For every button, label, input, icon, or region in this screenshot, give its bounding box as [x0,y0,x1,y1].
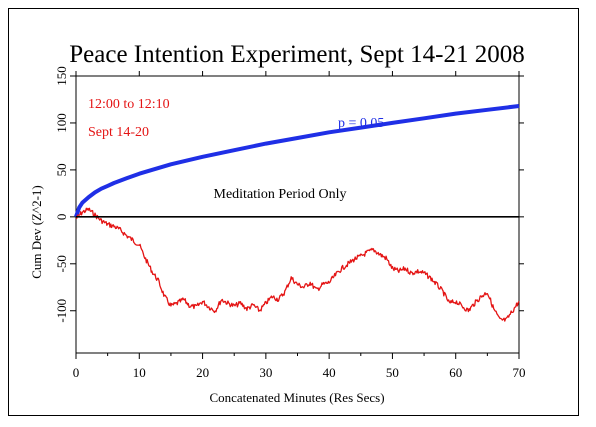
x-tick-label: 70 [513,365,526,380]
annotation-meditation: Meditation Period Only [214,187,347,202]
x-tick-label: 60 [449,365,462,380]
y-tick-label: 0 [54,214,69,221]
series-layer [74,104,520,322]
y-tick-label: 150 [54,66,69,86]
y-tick-label: 100 [54,113,69,133]
annotation-time-window: 12:00 to 12:10 [88,97,170,112]
y-tick-label: -50 [54,255,69,272]
x-tick-label: 30 [259,365,272,380]
x-axis-label: Concatenated Minutes (Res Secs) [209,390,384,405]
y-tick-label: -100 [54,299,69,323]
x-tick-label: 10 [133,365,146,380]
x-tick-label: 50 [386,365,399,380]
series-cumulative-deviation [75,207,520,322]
plot-area [75,75,520,354]
axes: 0 10 20 30 40 50 60 70 -100 -50 0 50 100 150 [54,66,526,380]
chart-title: Peace Intention Experiment, Sept 14-21 2… [69,41,524,68]
x-tick-label: 40 [323,365,336,380]
annotation-dates: Sept 14-20 [88,125,149,140]
annotation-p-value: p = 0.05 [338,116,384,131]
chart-frame [8,8,579,416]
series-significance-envelope [74,104,520,218]
y-axis-label: Cum Dev (Z^2-1) [29,185,44,278]
x-tick-label: 20 [196,365,209,380]
y-tick-label: 50 [54,163,69,176]
x-tick-label: 0 [73,365,80,380]
